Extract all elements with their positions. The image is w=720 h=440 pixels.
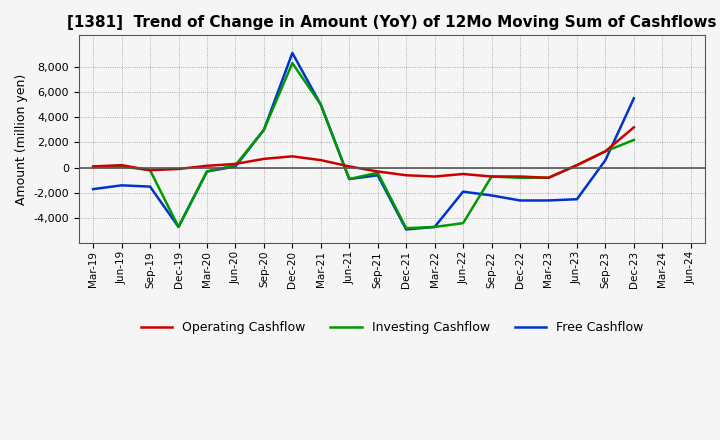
Investing Cashflow: [402, 226, 410, 231]
Investing Cashflow: [487, 174, 496, 179]
Investing Cashflow: [601, 149, 610, 154]
Investing Cashflow: [288, 60, 297, 66]
Line: Investing Cashflow: Investing Cashflow: [93, 63, 634, 228]
Free Cashflow: [202, 169, 211, 174]
Free Cashflow: [431, 224, 439, 230]
Investing Cashflow: [345, 176, 354, 182]
Operating Cashflow: [431, 174, 439, 179]
Free Cashflow: [317, 102, 325, 107]
Line: Free Cashflow: Free Cashflow: [93, 53, 634, 230]
Free Cashflow: [117, 183, 126, 188]
Operating Cashflow: [487, 174, 496, 179]
Free Cashflow: [89, 187, 97, 192]
Operating Cashflow: [601, 149, 610, 154]
Operating Cashflow: [374, 169, 382, 174]
Operating Cashflow: [202, 163, 211, 169]
Investing Cashflow: [374, 170, 382, 176]
Line: Operating Cashflow: Operating Cashflow: [93, 127, 634, 178]
Investing Cashflow: [260, 127, 269, 132]
Investing Cashflow: [117, 164, 126, 169]
Operating Cashflow: [572, 162, 581, 168]
Operating Cashflow: [145, 168, 154, 173]
Investing Cashflow: [174, 224, 183, 230]
Free Cashflow: [487, 193, 496, 198]
Free Cashflow: [459, 189, 467, 194]
Free Cashflow: [601, 158, 610, 163]
Free Cashflow: [516, 198, 524, 203]
Investing Cashflow: [572, 162, 581, 168]
Operating Cashflow: [174, 166, 183, 172]
Investing Cashflow: [202, 169, 211, 174]
Free Cashflow: [629, 96, 638, 101]
Investing Cashflow: [431, 224, 439, 230]
Investing Cashflow: [317, 102, 325, 107]
Free Cashflow: [288, 50, 297, 55]
Operating Cashflow: [317, 158, 325, 163]
Investing Cashflow: [516, 175, 524, 180]
Operating Cashflow: [89, 164, 97, 169]
Investing Cashflow: [544, 175, 553, 180]
Free Cashflow: [374, 172, 382, 178]
Free Cashflow: [145, 184, 154, 189]
Operating Cashflow: [402, 172, 410, 178]
Operating Cashflow: [260, 156, 269, 161]
Free Cashflow: [174, 224, 183, 230]
Operating Cashflow: [288, 154, 297, 159]
Operating Cashflow: [231, 161, 240, 167]
Free Cashflow: [544, 198, 553, 203]
Investing Cashflow: [145, 168, 154, 173]
Free Cashflow: [231, 164, 240, 169]
Investing Cashflow: [459, 220, 467, 226]
Title: [1381]  Trend of Change in Amount (YoY) of 12Mo Moving Sum of Cashflows: [1381] Trend of Change in Amount (YoY) o…: [67, 15, 716, 30]
Free Cashflow: [402, 227, 410, 232]
Operating Cashflow: [544, 175, 553, 180]
Investing Cashflow: [231, 162, 240, 168]
Operating Cashflow: [117, 162, 126, 168]
Y-axis label: Amount (million yen): Amount (million yen): [15, 74, 28, 205]
Free Cashflow: [572, 197, 581, 202]
Investing Cashflow: [89, 164, 97, 169]
Free Cashflow: [345, 176, 354, 182]
Legend: Operating Cashflow, Investing Cashflow, Free Cashflow: Operating Cashflow, Investing Cashflow, …: [135, 316, 648, 339]
Operating Cashflow: [629, 125, 638, 130]
Operating Cashflow: [459, 171, 467, 176]
Operating Cashflow: [516, 174, 524, 179]
Investing Cashflow: [629, 137, 638, 143]
Free Cashflow: [260, 127, 269, 132]
Operating Cashflow: [345, 164, 354, 169]
